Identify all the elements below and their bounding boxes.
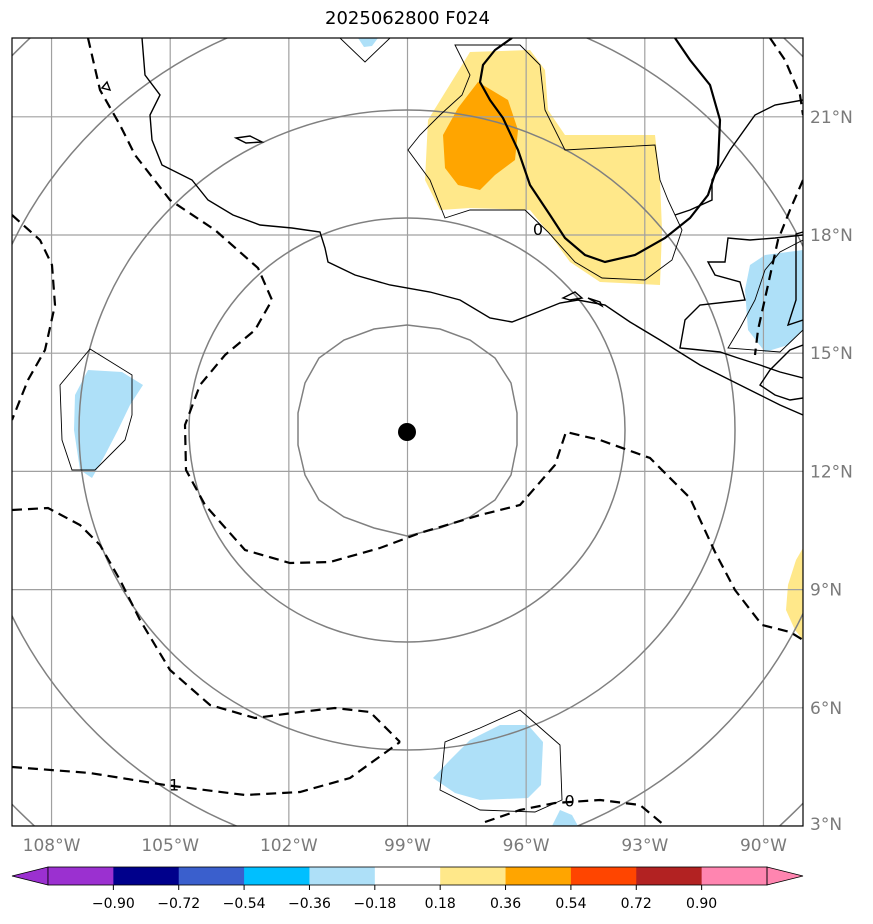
dashed-contour	[484, 798, 667, 826]
latitude-tick-label: 15°N	[810, 344, 853, 364]
colorbar-tick-label: −0.36	[288, 896, 331, 912]
dashed-contour	[753, 179, 803, 356]
latitude-tick-label: 18°N	[810, 226, 853, 246]
longitude-tick-label: 105°W	[141, 836, 199, 856]
thin-contour	[339, 38, 391, 63]
longitude-tick-label: 102°W	[260, 836, 318, 856]
latitude-tick-label: 12°N	[810, 462, 853, 482]
thin-contour	[59, 348, 133, 471]
colorbar-band	[113, 867, 180, 885]
colorbar-extend-low	[11, 866, 49, 886]
latitude-tick-label: 9°N	[810, 581, 842, 601]
colorbar-band	[505, 867, 572, 885]
colorbar-band	[244, 867, 310, 885]
colorbar-band	[570, 867, 637, 885]
colorbar-band	[374, 867, 441, 885]
thin-contours	[59, 38, 803, 813]
contour-label: 0	[533, 220, 543, 239]
coastlines	[100, 38, 803, 416]
map-title: 2025062800 F024	[325, 8, 490, 29]
latitude-tick-label: 6°N	[810, 699, 842, 719]
range-ring	[78, 109, 736, 751]
latitude-tick-label: 21°N	[810, 108, 853, 128]
colorbar-tick-label: −0.72	[157, 896, 200, 912]
dashed-contour	[12, 506, 401, 743]
colorbar-tick-label: 0.72	[621, 896, 652, 912]
coastline	[587, 297, 604, 308]
colorbar-band	[636, 867, 703, 885]
shade-blue-region	[433, 725, 543, 800]
colorbar-tick-label: −0.54	[223, 896, 266, 912]
longitude-tick-label: 108°W	[23, 836, 81, 856]
thin-contour	[407, 44, 683, 281]
colorbar-tick-label: 0.90	[686, 896, 717, 912]
coastline	[786, 231, 803, 327]
longitude-tick-label: 90°W	[740, 836, 787, 856]
colorbar-tick-label: −0.90	[92, 896, 135, 912]
map-frame	[11, 37, 804, 827]
colorbar-tick-label: 0.36	[490, 896, 521, 912]
coastline	[561, 291, 584, 301]
dashed-contours	[12, 38, 803, 826]
colorbar-band	[48, 867, 114, 885]
coastline	[679, 234, 803, 379]
thin-contour	[727, 239, 803, 353]
solid-contour	[478, 38, 722, 264]
shade-blue-region	[552, 810, 578, 826]
colorbar-band	[309, 867, 376, 885]
shade-yellow-region	[786, 548, 803, 640]
dashed-contour	[12, 741, 401, 797]
contour-label: 1	[169, 776, 179, 795]
contour-labels: 0 0 1	[169, 220, 575, 810]
shade-blue-region	[745, 250, 803, 352]
coastline	[141, 38, 803, 416]
colorbar-outline	[47, 866, 768, 886]
latitude-labels: 21°N 18°N 15°N 12°N 9°N 6°N 3°N	[810, 108, 853, 835]
longitude-tick-label: 99°W	[384, 836, 431, 856]
coastline	[759, 344, 803, 401]
colorbar-band	[178, 867, 245, 885]
shade-blue-region	[358, 38, 378, 47]
longitude-labels: 108°W 105°W 102°W 99°W 96°W 93°W 90°W	[23, 836, 787, 856]
coastline	[100, 80, 112, 92]
coastline	[674, 99, 803, 216]
range-ring	[188, 217, 626, 643]
shade-blue-region	[74, 370, 143, 478]
colorbar-tick-label: 0.54	[555, 896, 586, 912]
colorbar-tick-label: 0.18	[425, 896, 456, 912]
colorbar-tick-label: −0.18	[353, 896, 396, 912]
colorbar-extend-high	[766, 866, 804, 886]
thin-contour	[439, 709, 563, 813]
range-ring	[297, 324, 518, 537]
longitude-tick-label: 96°W	[503, 836, 550, 856]
graticule	[12, 38, 803, 826]
colorbar-band	[701, 867, 768, 885]
coastline	[233, 135, 265, 144]
longitude-tick-label: 93°W	[621, 836, 668, 856]
range-ring	[12, 38, 803, 826]
dashed-contour	[12, 214, 57, 421]
contour-label: 0	[565, 791, 575, 810]
colorbar-band	[440, 867, 507, 885]
dashed-contour	[86, 38, 803, 641]
latitude-tick-label: 3°N	[810, 815, 842, 835]
storm-center-marker	[398, 423, 416, 441]
shade-orange-region	[443, 82, 518, 190]
colorbar: −0.90 −0.72 −0.54 −0.36 −0.18 0.18 0.36 0.54 0.7…	[11, 866, 804, 912]
